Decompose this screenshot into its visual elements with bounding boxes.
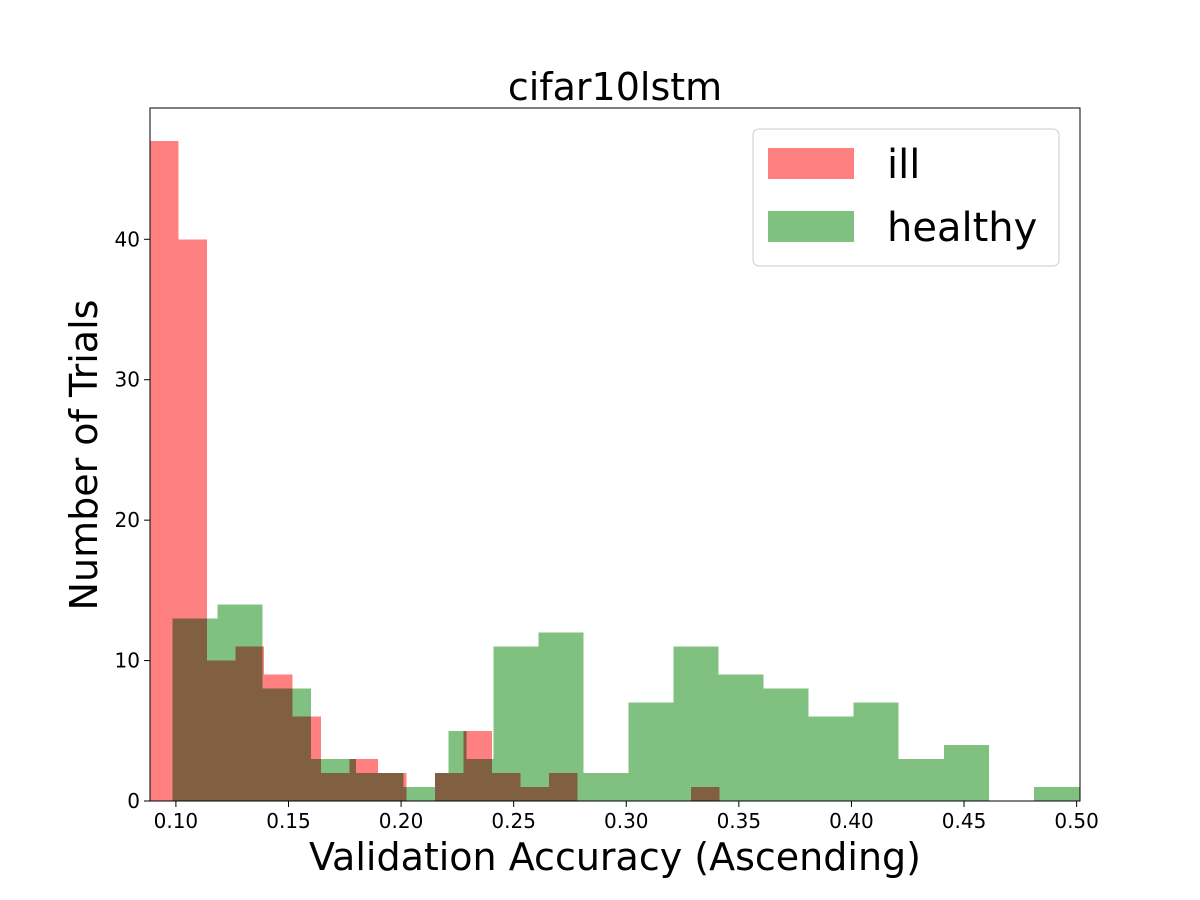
legend-swatch-ill bbox=[768, 148, 854, 179]
healthy-bar-12 bbox=[466, 758, 494, 801]
healthy-bar-3 bbox=[262, 688, 298, 801]
healthy-bar-15 bbox=[583, 772, 629, 801]
legend-swatch-healthy bbox=[768, 211, 854, 242]
healthy-bar-21 bbox=[853, 702, 899, 801]
healthy-bar-22 bbox=[898, 758, 944, 801]
healthy-bar-0 bbox=[172, 618, 196, 801]
healthy-bar-4 bbox=[297, 688, 312, 801]
x-tick-label: 0.40 bbox=[829, 809, 874, 833]
x-tick-label: 0.15 bbox=[266, 809, 311, 833]
x-tick-label: 0.20 bbox=[379, 809, 424, 833]
y-tick-label: 10 bbox=[115, 649, 140, 673]
healthy-bar-8 bbox=[356, 772, 404, 801]
healthy-bar-25 bbox=[1033, 786, 1080, 801]
y-tick-label: 30 bbox=[115, 368, 140, 392]
x-tick-label: 0.25 bbox=[491, 809, 536, 833]
healthy-bar-18 bbox=[718, 674, 764, 801]
y-tick-label: 40 bbox=[115, 227, 140, 251]
x-tick-label: 0.45 bbox=[942, 809, 987, 833]
x-tick-label: 0.50 bbox=[1054, 809, 1099, 833]
y-axis-ticks: 0 10 20 30 40 bbox=[115, 227, 150, 813]
healthy-bar-10 bbox=[434, 772, 449, 801]
healthy-bar-6 bbox=[318, 758, 332, 801]
healthy-bar-19 bbox=[763, 688, 809, 801]
plot-frame bbox=[149, 107, 1081, 802]
legend-label-ill: ill bbox=[887, 142, 920, 188]
healthy-bar-1 bbox=[195, 618, 218, 801]
legend-label-healthy: healthy bbox=[887, 205, 1037, 251]
y-tick-label: 0 bbox=[127, 789, 140, 813]
healthy-bar-2 bbox=[217, 604, 263, 801]
y-tick-label: 20 bbox=[115, 508, 140, 532]
healthy-bar-9 bbox=[403, 786, 435, 801]
healthy-bar-16 bbox=[628, 702, 674, 801]
y-axis-label: Number of Trials bbox=[62, 300, 106, 611]
healthy-bar-7 bbox=[331, 758, 357, 801]
x-tick-label: 0.35 bbox=[717, 809, 762, 833]
healthy-bar-14 bbox=[538, 632, 584, 801]
chart-title: cifar10lstm bbox=[508, 65, 722, 109]
healthy-bar-23 bbox=[943, 744, 989, 801]
healthy-bar-5 bbox=[311, 758, 319, 801]
healthy-bar-11 bbox=[448, 730, 467, 801]
healthy-bar-20 bbox=[808, 716, 854, 801]
x-axis-label: Validation Accuracy (Ascending) bbox=[309, 835, 921, 879]
healthy-bar-13 bbox=[493, 646, 539, 801]
healthy-bar-17 bbox=[673, 646, 719, 801]
x-axis-ticks: 0.10 0.15 0.20 0.25 0.30 0.35 0.40 0.45 0.50 bbox=[154, 801, 1099, 833]
healthy-series-bars bbox=[172, 604, 1080, 801]
x-tick-label: 0.10 bbox=[154, 809, 199, 833]
legend: ill healthy bbox=[752, 128, 1060, 267]
x-tick-label: 0.30 bbox=[604, 809, 649, 833]
